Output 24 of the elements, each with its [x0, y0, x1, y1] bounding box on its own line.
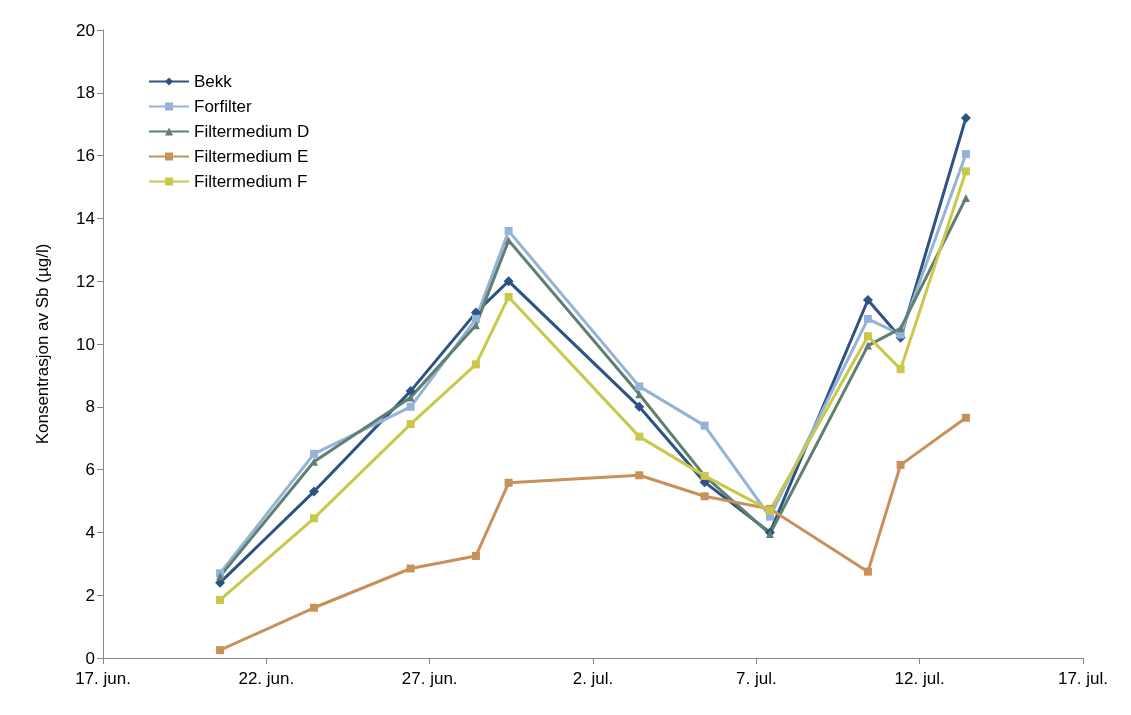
y-tick-label: 0 [85, 648, 95, 668]
y-tick-label: 4 [85, 522, 95, 542]
y-tick-label: 16 [76, 146, 95, 166]
x-tick-label: 17. jul. [1057, 669, 1109, 688]
y-tick-label: 18 [76, 83, 95, 103]
y-axis-title: Konsentrasjon av Sb (µg/l) [33, 243, 52, 445]
y-tick-label: 10 [76, 334, 95, 354]
x-tick-label: 22. jun. [238, 669, 295, 688]
x-tick-label: 17. jun. [75, 669, 131, 688]
y-tick-label: 20 [76, 20, 95, 40]
x-tick-label: 2. jul. [572, 669, 614, 688]
x-tick-label: 27. jun. [401, 669, 458, 688]
legend-label: Filtermedium F [194, 172, 308, 191]
y-tick-label: 12 [76, 271, 95, 291]
legend-label: Bekk [194, 72, 233, 91]
y-tick-label: 8 [85, 397, 95, 417]
x-tick-label: 12. jul. [894, 669, 945, 688]
y-tick-label: 2 [85, 585, 95, 605]
x-tick-label: 7. jul. [736, 669, 777, 688]
legend-label: Forfilter [194, 97, 252, 116]
y-tick-label: 6 [85, 460, 95, 480]
legend-label: Filtermedium D [194, 122, 310, 141]
y-tick-label: 14 [76, 208, 95, 228]
legend-label: Filtermedium E [194, 147, 309, 166]
